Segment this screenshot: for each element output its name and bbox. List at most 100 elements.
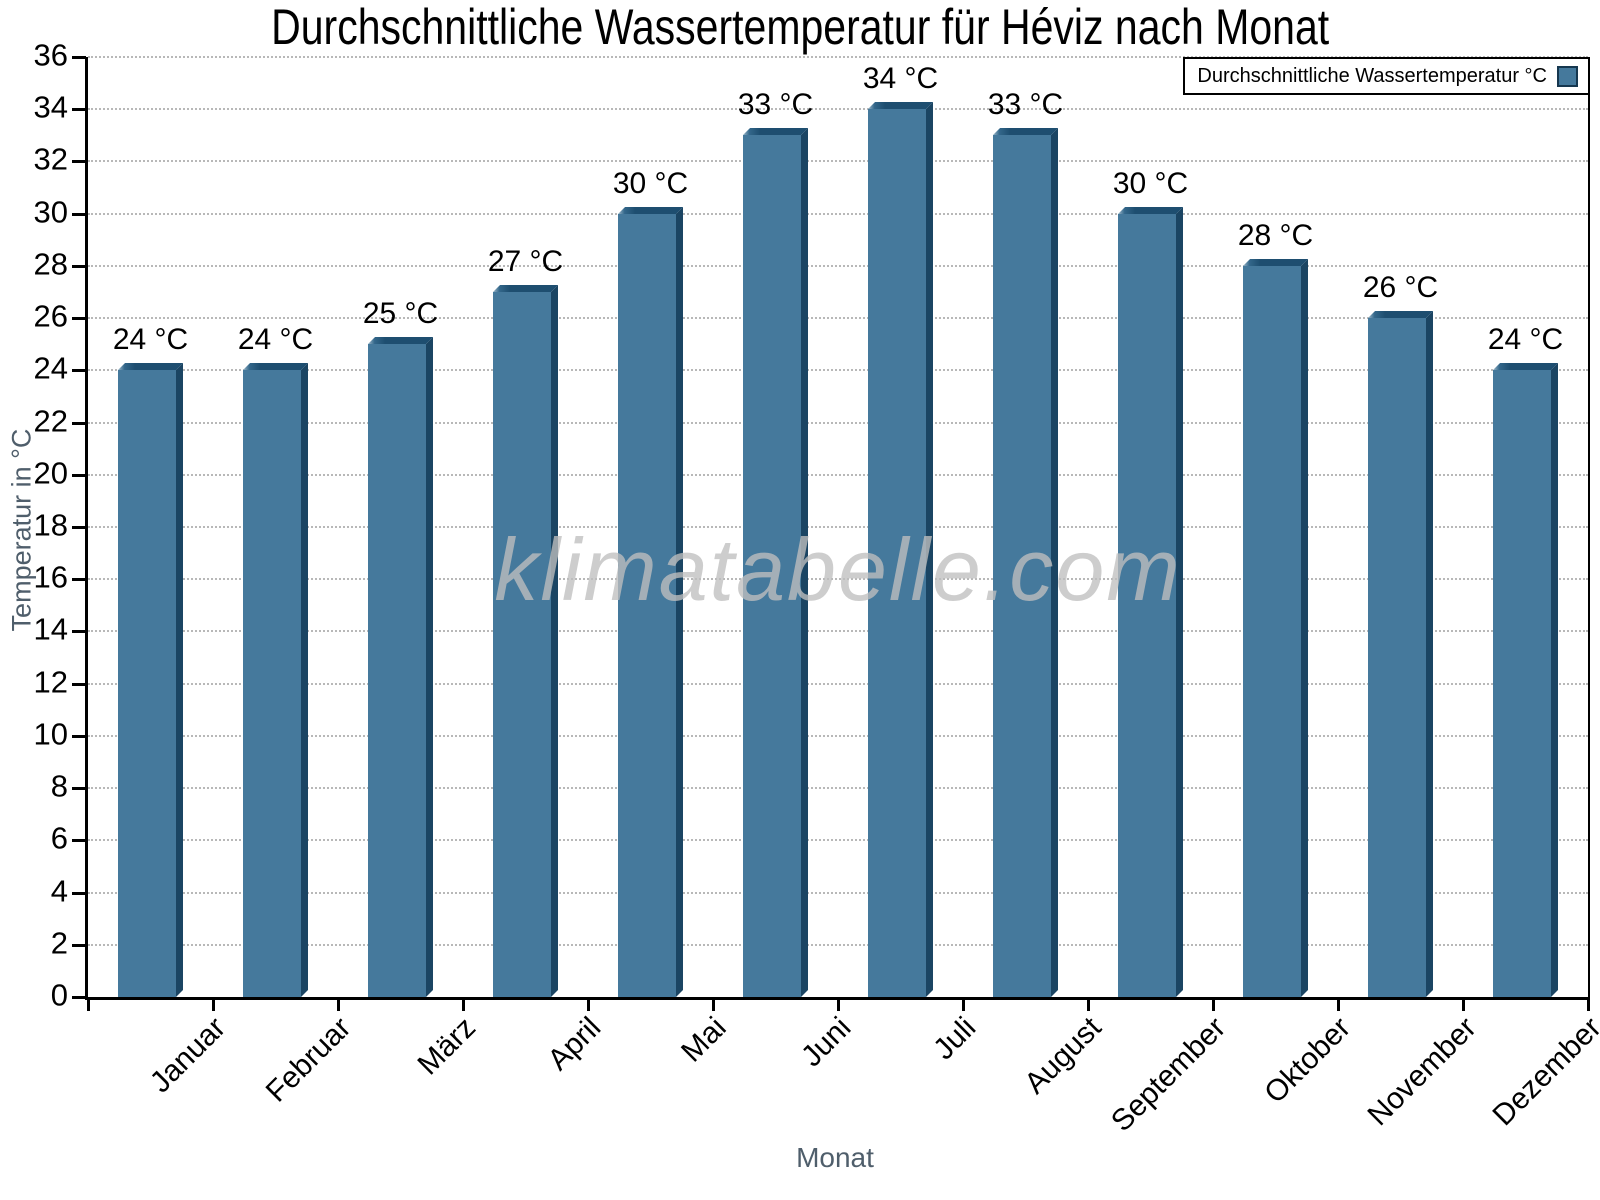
gridline <box>88 682 1588 685</box>
gridline <box>88 630 1588 633</box>
bar-value-label: 27 °C <box>487 245 564 278</box>
y-tick-label: 4 <box>50 873 68 909</box>
bar-value-label: 33 °C <box>737 88 814 121</box>
bar-side-face <box>926 102 933 997</box>
bar-value-label: 26 °C <box>1362 271 1439 304</box>
x-axis-title: Monat <box>796 1142 874 1173</box>
x-axis-tick <box>1587 997 1590 1011</box>
x-tick-label: September <box>1105 1011 1233 1139</box>
y-axis-tick <box>72 473 86 477</box>
x-tick-label: Juni <box>795 1011 858 1074</box>
y-axis-tick <box>72 212 86 216</box>
y-tick-label: 10 <box>33 716 68 752</box>
bar-side-face <box>301 363 308 997</box>
bar-märz <box>368 337 433 997</box>
bar-front-face <box>618 214 676 997</box>
y-axis-tick <box>72 264 86 268</box>
x-tick-label: Februar <box>259 1011 358 1109</box>
bar-front-face <box>243 370 301 997</box>
y-axis-tick <box>72 526 86 529</box>
bar-februar <box>243 363 308 997</box>
x-axis-tick <box>87 997 90 1011</box>
y-axis-tick <box>72 943 86 947</box>
y-axis-tick <box>72 369 86 373</box>
bar-value-label: 30 °C <box>612 167 689 200</box>
y-tick-label: 26 <box>33 298 68 334</box>
bar-front-face <box>1493 370 1551 997</box>
bar-side-face <box>1176 207 1183 997</box>
gridline <box>88 421 1588 424</box>
x-tick-label: November <box>1361 1011 1483 1133</box>
page-title: Durchschnittliche Wassertemperatur für H… <box>0 2 1600 52</box>
y-tick-label: 24 <box>33 350 68 386</box>
y-tick-label: 16 <box>33 559 68 595</box>
bar-front-face <box>868 109 926 997</box>
bar-side-face <box>676 207 683 997</box>
bar-top-face <box>993 128 1058 135</box>
bar-august <box>993 128 1058 997</box>
y-tick-label: 12 <box>33 664 68 700</box>
bar-front-face <box>118 370 176 997</box>
bar-top-face <box>1243 259 1308 266</box>
y-tick-label: 8 <box>50 768 68 804</box>
bar-top-face <box>368 337 433 344</box>
bar-side-face <box>1551 363 1558 997</box>
y-axis-tick <box>72 421 86 425</box>
bar-side-face <box>551 285 558 997</box>
y-tick-label: 28 <box>33 246 68 282</box>
bar-top-face <box>243 363 308 370</box>
bar-januar <box>118 363 183 997</box>
gridline <box>88 108 1588 111</box>
gridline <box>88 526 1588 528</box>
bar-top-face <box>743 128 808 135</box>
bar-front-face <box>493 292 551 997</box>
plot-area: klimatabelle.com Durchschnittliche Wasse… <box>34 38 1600 1139</box>
y-axis-tick <box>72 630 86 634</box>
gridline <box>88 212 1588 215</box>
y-axis-tick <box>72 108 86 112</box>
bar-side-face <box>176 363 183 997</box>
gridline <box>88 943 1588 946</box>
x-axis-tick <box>1462 997 1465 1011</box>
x-axis-tick <box>1337 997 1340 1011</box>
y-tick-label: 30 <box>33 194 68 230</box>
gridline <box>88 369 1588 372</box>
chart-title-text: Durchschnittliche Wassertemperatur für H… <box>270 0 1330 55</box>
bar-top-face <box>868 102 933 109</box>
bar-juli <box>868 102 933 997</box>
x-tick-label: Oktober <box>1258 1011 1358 1110</box>
bar-side-face <box>1426 311 1433 997</box>
x-axis-tick <box>1212 997 1215 1011</box>
y-tick-label: 32 <box>33 141 68 177</box>
y-axis-tick <box>72 317 86 321</box>
bar-front-face <box>743 135 801 997</box>
x-tick-label: März <box>411 1011 483 1082</box>
y-tick-label: 20 <box>33 455 68 491</box>
gridline <box>88 317 1588 320</box>
bar-dezember <box>1493 363 1558 997</box>
bar-value-label: 25 °C <box>362 297 439 330</box>
x-tick-label: Mai <box>674 1011 733 1069</box>
gridline <box>88 839 1588 842</box>
legend-color-swatch <box>1557 65 1578 87</box>
y-axis-tick <box>72 160 86 164</box>
gridline <box>88 56 1588 58</box>
bar-value-label: 33 °C <box>987 88 1064 121</box>
y-axis-tick <box>72 578 86 582</box>
bar-april <box>493 285 558 997</box>
y-tick-label: 6 <box>50 820 68 856</box>
x-tick-label: April <box>541 1011 608 1077</box>
bar-front-face <box>1243 266 1301 997</box>
bar-value-label: 24 °C <box>237 323 314 356</box>
bar-value-label: 28 °C <box>1237 219 1314 252</box>
bar-oktober <box>1243 259 1308 997</box>
bar-september <box>1118 207 1183 997</box>
y-tick-label: 2 <box>50 925 68 961</box>
y-tick-label: 34 <box>33 89 68 125</box>
y-axis-tick <box>72 891 86 895</box>
y-axis-tick <box>72 839 86 843</box>
x-axis-tick <box>337 997 340 1011</box>
y-axis-tick <box>72 682 86 686</box>
x-axis-tick <box>1087 997 1090 1011</box>
